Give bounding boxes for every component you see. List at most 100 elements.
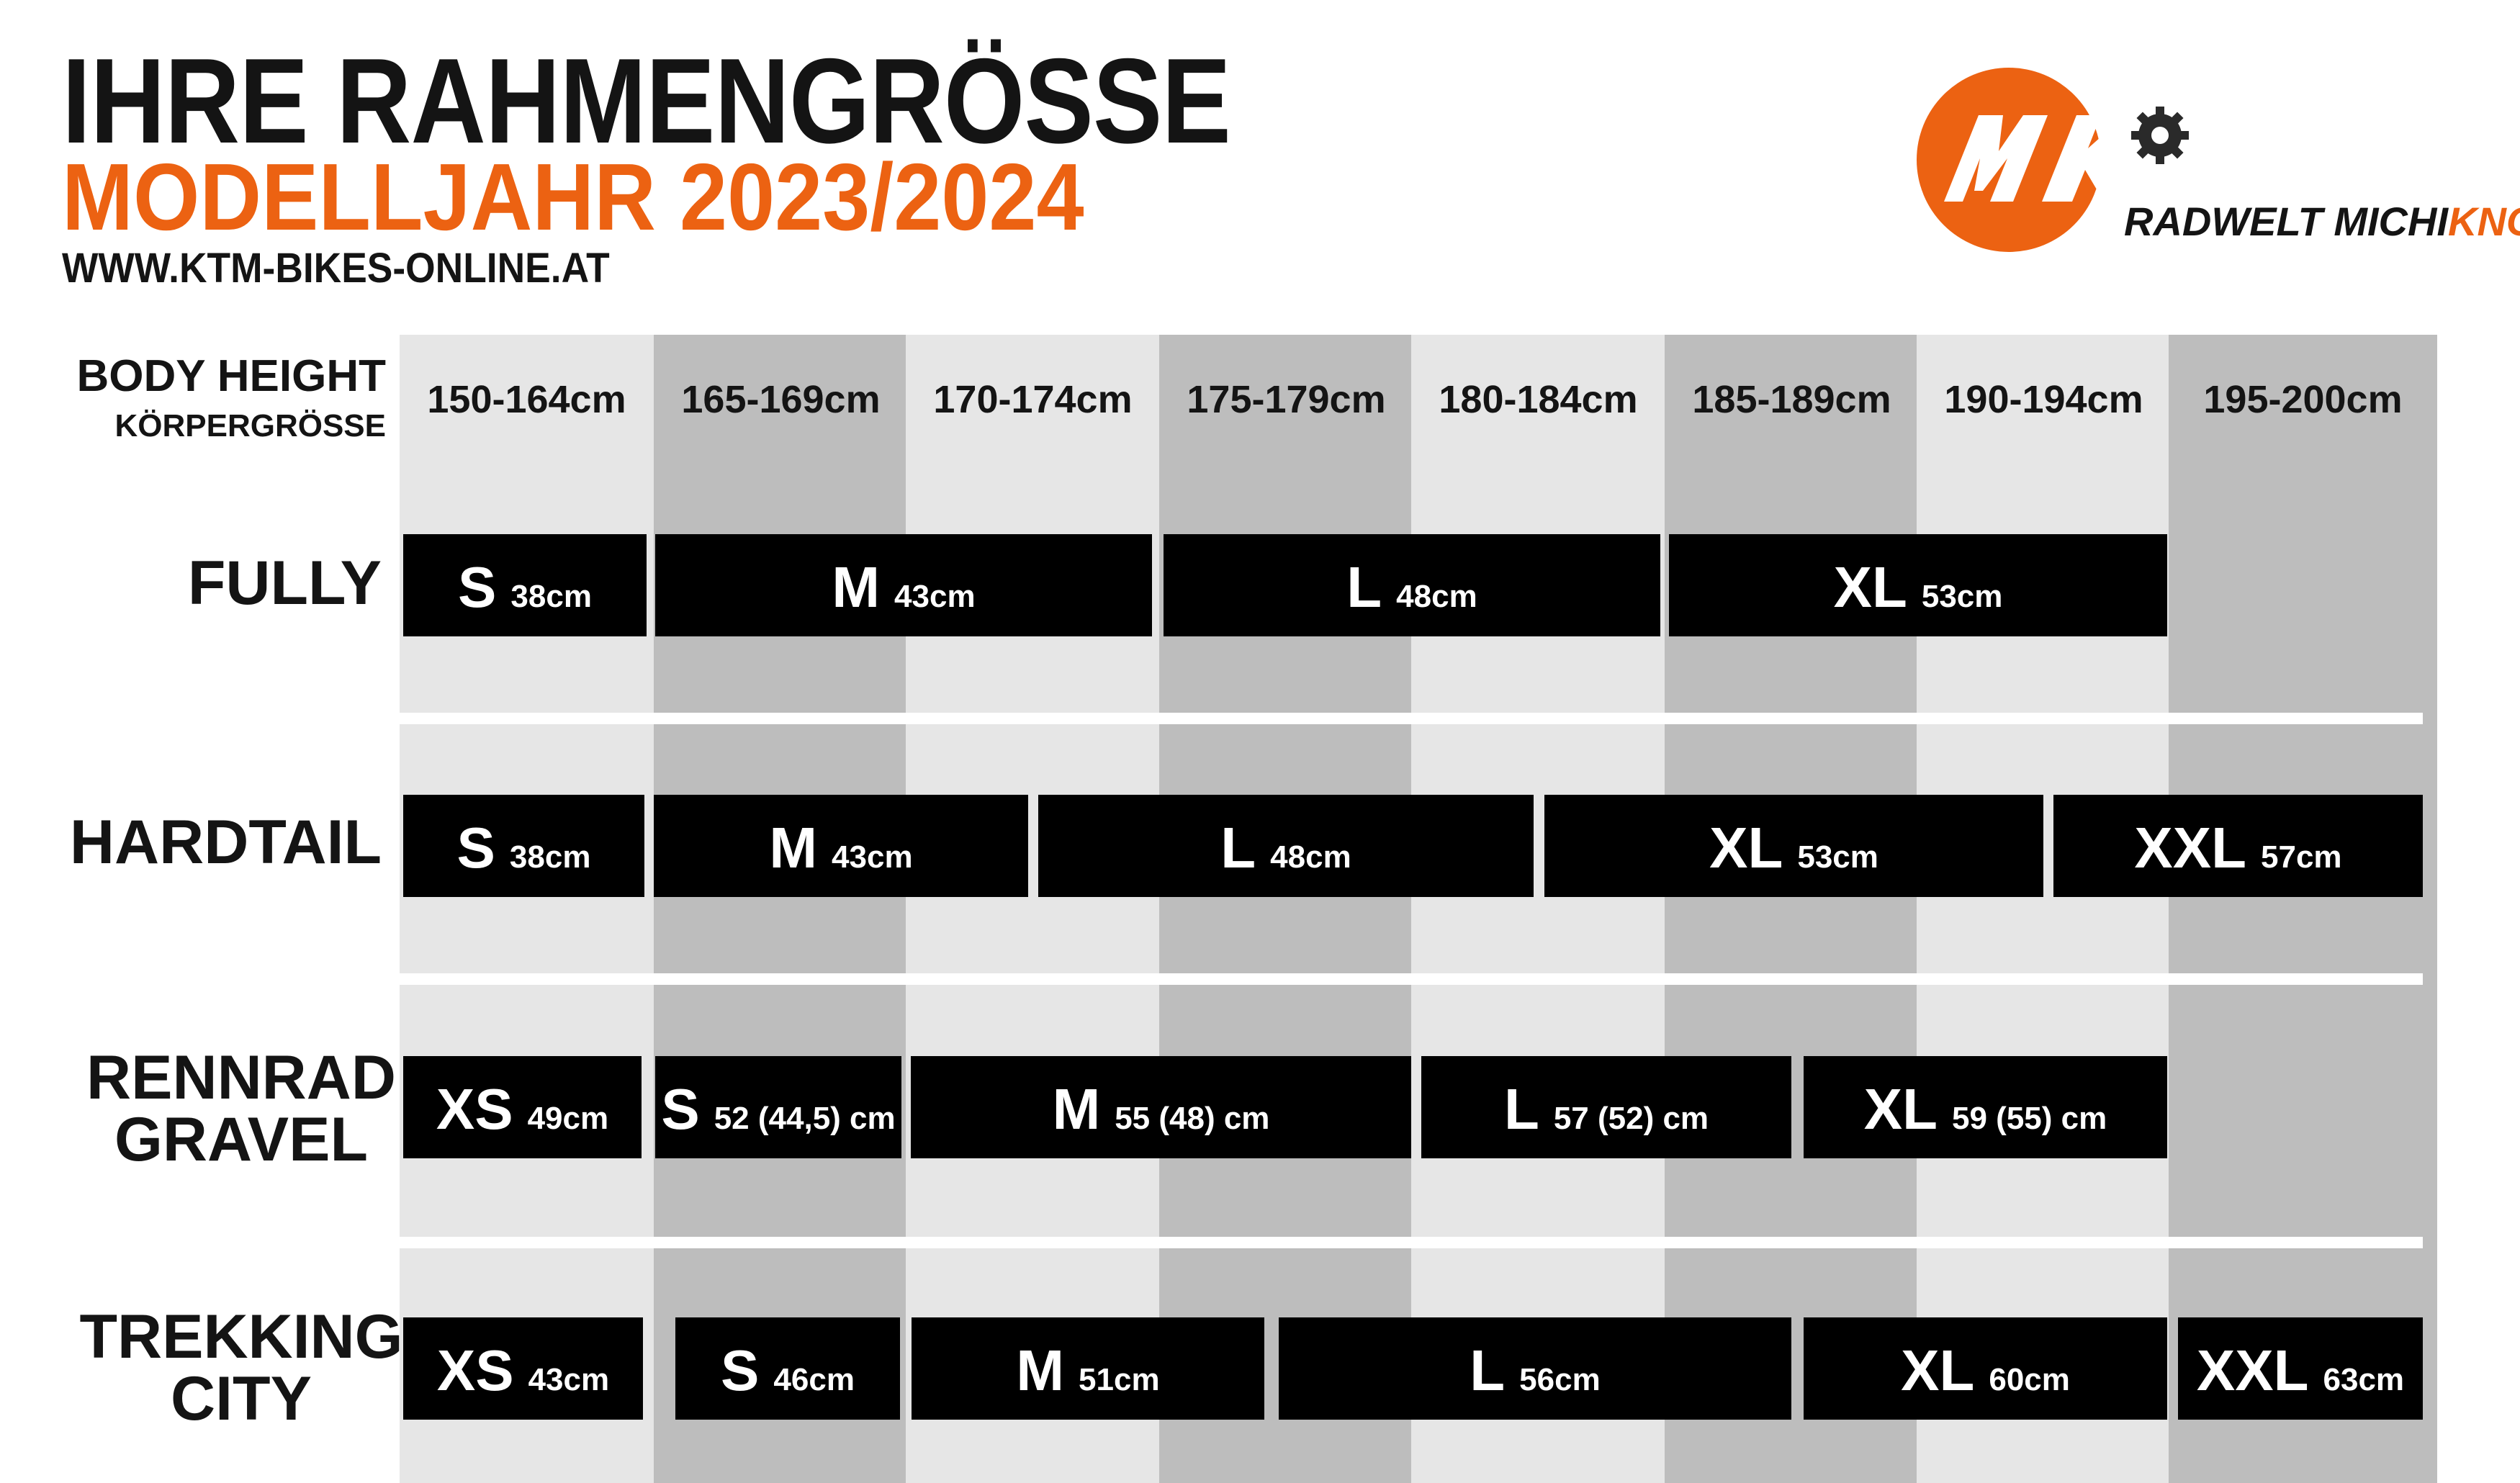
body-height-sublabel: KÖRPERGRÖSSE <box>114 408 386 443</box>
logo-monogram-mk <box>1944 115 2150 202</box>
category-label: HARDTAIL <box>0 788 382 896</box>
size-bar: S 52 (44,5) cm <box>655 1056 901 1158</box>
frame-size: 57cm <box>2261 839 2342 875</box>
height-column <box>1665 335 1919 1483</box>
frame-size: 43cm <box>894 579 976 614</box>
size-bar: XL 53cm <box>1669 534 2167 636</box>
size-code: S <box>721 1338 760 1402</box>
frame-size: 52 (44,5) cm <box>714 1101 896 1136</box>
frame-size: 57 (52) cm <box>1553 1101 1709 1136</box>
size-code: M <box>832 555 881 619</box>
size-code: XL <box>1863 1077 1938 1141</box>
size-code: XXL <box>2196 1338 2309 1402</box>
category-label: RENNRAD GRAVEL <box>86 1037 396 1181</box>
height-range-label: 175-179cm <box>1187 378 1386 421</box>
size-code: XS <box>436 1338 514 1402</box>
height-column <box>1917 335 2171 1483</box>
height-range-label: 185-189cm <box>1692 378 1891 421</box>
size-code: M <box>1052 1077 1101 1141</box>
size-bar: XL 60cm <box>1804 1317 2167 1420</box>
size-bar: XS 43cm <box>403 1317 643 1420</box>
size-code: M <box>769 816 818 880</box>
row-separator <box>400 973 2423 985</box>
brand-logo: RADWELT MICHIKNOPF <box>1915 65 2520 281</box>
height-range-label: 150-164cm <box>427 378 626 421</box>
size-bar: S 38cm <box>403 534 647 636</box>
frame-size: 53cm <box>1921 579 2003 614</box>
size-bar: XXL 63cm <box>2178 1317 2423 1420</box>
frame-size: 48cm <box>1270 839 1351 875</box>
size-code: L <box>1470 1338 1506 1402</box>
height-column <box>906 335 1160 1483</box>
size-bar: S 46cm <box>675 1317 900 1420</box>
page-title: IHRE RAHMENGRÖSSE <box>62 33 1231 168</box>
row-separator <box>400 1237 2423 1248</box>
frame-size: 51cm <box>1079 1362 1160 1397</box>
frame-size: 49cm <box>527 1101 609 1136</box>
height-column <box>654 335 908 1483</box>
height-column <box>400 335 654 1483</box>
category-label-line: TREKKING <box>79 1302 403 1371</box>
frame-size: 59 (55) cm <box>1952 1101 2107 1136</box>
size-bar: L 48cm <box>1038 795 1534 897</box>
frame-size: 56cm <box>1519 1362 1601 1397</box>
website-url[interactable]: WWW.KTM-BIKES-ONLINE.AT <box>62 245 610 292</box>
category-label-line: GRAVEL <box>114 1105 368 1174</box>
size-code: XS <box>436 1077 513 1141</box>
category-label-line: RENNRAD <box>86 1043 396 1112</box>
size-bar: M 51cm <box>912 1317 1264 1420</box>
category-label-line: CITY <box>171 1364 312 1433</box>
size-bar: M 43cm <box>655 534 1152 636</box>
frame-size: 43cm <box>832 839 913 875</box>
category-label: TREKKING CITY <box>79 1296 402 1440</box>
logo-wordmark: RADWELT MICHIKNOPF <box>2124 202 2520 242</box>
size-code: S <box>661 1077 700 1141</box>
size-code: XL <box>1901 1338 1975 1402</box>
height-column <box>1159 335 1413 1483</box>
height-column <box>2169 335 2437 1483</box>
frame-size: 43cm <box>528 1362 610 1397</box>
height-range-label: 170-174cm <box>933 378 1133 421</box>
height-range-label: 190-194cm <box>1944 378 2143 421</box>
size-code: S <box>456 816 495 880</box>
frame-size: 60cm <box>1989 1362 2070 1397</box>
size-code: S <box>458 555 497 619</box>
size-bar: XL 53cm <box>1544 795 2043 897</box>
frame-size: 55 (48) cm <box>1115 1101 1270 1136</box>
size-bar: S 38cm <box>403 795 644 897</box>
size-bar: L 48cm <box>1164 534 1660 636</box>
row-separator <box>400 713 2423 724</box>
logo-emblem-icon <box>1917 68 2189 252</box>
frame-size: 63cm <box>2323 1362 2405 1397</box>
size-code: M <box>1016 1338 1065 1402</box>
size-code: XL <box>1833 555 1907 619</box>
height-range-label: 195-200cm <box>2203 378 2403 421</box>
logo-text-part2: KNOPF <box>2448 199 2520 244</box>
size-code: XL <box>1709 816 1783 880</box>
size-code: XXL <box>2134 816 2247 880</box>
category-label-line: FULLY <box>187 549 382 618</box>
size-bar: L 57 (52) cm <box>1421 1056 1791 1158</box>
size-bar: M 55 (48) cm <box>911 1056 1411 1158</box>
logo-text-part1: RADWELT MICHI <box>2124 199 2448 244</box>
height-column <box>1411 335 1665 1483</box>
size-bar: XS 49cm <box>403 1056 642 1158</box>
height-range-label: 180-184cm <box>1439 378 1638 421</box>
size-bar: XXL 57cm <box>2053 795 2423 897</box>
frame-size: 38cm <box>509 839 591 875</box>
frame-size: 48cm <box>1396 579 1477 614</box>
category-label: FULLY <box>0 529 382 637</box>
frame-size: 46cm <box>773 1362 855 1397</box>
size-bar: XL 59 (55) cm <box>1804 1056 2167 1158</box>
page-subtitle: MODELLJAHR 2023/2024 <box>62 144 1084 250</box>
size-code: L <box>1503 1077 1539 1141</box>
size-code: L <box>1220 816 1256 880</box>
gear-icon <box>2131 107 2189 164</box>
size-code: L <box>1346 555 1382 619</box>
body-height-label: BODY HEIGHT <box>76 351 386 401</box>
frame-size: 53cm <box>1797 839 1878 875</box>
height-range-label: 165-169cm <box>681 378 881 421</box>
frame-size: 38cm <box>510 579 592 614</box>
size-bar: L 56cm <box>1279 1317 1791 1420</box>
